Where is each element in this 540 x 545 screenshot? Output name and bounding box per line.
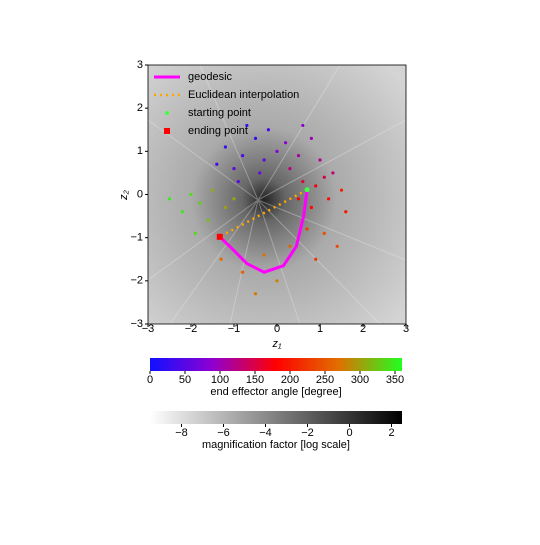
scatter-point [223, 145, 227, 149]
euclidean-line [219, 188, 308, 238]
scatter-point [253, 292, 258, 296]
y-tick-label: 2 [137, 102, 143, 114]
scatter-point [215, 162, 219, 166]
scatter-point [301, 179, 305, 184]
x-tick-label: −3 [142, 323, 155, 335]
scatter-point [327, 197, 331, 201]
scatter-point [344, 210, 348, 214]
scatter-point [193, 231, 197, 235]
legend-label: geodesic [188, 71, 233, 83]
colorbar-tick-label: 2 [388, 427, 394, 439]
scatter-point [167, 197, 172, 201]
scatter-point [339, 188, 344, 192]
scatter-point [189, 192, 193, 197]
scatter-point [314, 257, 318, 261]
scatter-point [296, 154, 301, 158]
colorbar-tick-label: 100 [211, 374, 229, 386]
colorbar-tick-label: 350 [386, 374, 404, 386]
colorbar-tick-label: −8 [175, 427, 188, 439]
scatter-point [262, 253, 266, 257]
scatter-point [275, 279, 279, 283]
x-tick-label: 2 [360, 323, 366, 335]
x-tick-label: 0 [274, 323, 280, 335]
scatter-point [288, 244, 292, 248]
x-tick-label: 3 [403, 323, 409, 335]
scatter-point [241, 270, 245, 274]
scatter-point [309, 136, 313, 140]
scatter-point [198, 201, 202, 205]
colorbar-label: end effector angle [degree] [210, 386, 341, 398]
scatter-point [275, 149, 279, 153]
colorbar-tick-label: 50 [179, 374, 191, 386]
scatter-point [335, 244, 339, 248]
y-tick-label: −2 [130, 275, 143, 287]
scatter-point [232, 167, 236, 171]
y-tick-label: 3 [137, 59, 143, 71]
legend-swatch [165, 111, 169, 115]
y-tick-label: −3 [130, 318, 143, 330]
scatter-point [284, 141, 288, 145]
scatter-point [241, 154, 245, 158]
geodesic-line [218, 189, 309, 274]
colorbar-tick-label: 200 [281, 374, 299, 386]
scatter-point [210, 188, 215, 192]
scatter-point [262, 158, 266, 162]
scatter-point [253, 136, 258, 140]
colorbar-tick-label: 300 [351, 374, 369, 386]
colorbar-tick-label: 0 [346, 427, 352, 439]
x-tick-label: −2 [185, 323, 198, 335]
legend-label: ending point [188, 125, 248, 137]
scatter-point [223, 205, 227, 210]
colorbar-tick-label: 0 [147, 374, 153, 386]
scatter-point [236, 179, 240, 184]
y-axis-label: z₂ [118, 189, 130, 201]
colorbar [150, 358, 402, 371]
scatter-point [266, 128, 270, 132]
scatter-point [331, 171, 335, 175]
end-point [216, 233, 223, 240]
legend-swatch [164, 128, 170, 134]
scatter-point [305, 227, 309, 231]
colorbar-tick-label: −6 [217, 427, 230, 439]
y-tick-label: −1 [130, 232, 143, 244]
x-axis-label: z₁ [272, 338, 283, 350]
y-tick-label: 0 [137, 188, 143, 200]
scatter-point [232, 197, 236, 201]
start-point [304, 187, 310, 193]
colorbar-tick-label: 250 [316, 374, 334, 386]
scatter-point [245, 123, 249, 128]
scatter-point [258, 171, 262, 175]
legend-label: starting point [188, 107, 251, 119]
scatter-point [219, 257, 223, 261]
scatter-point [301, 123, 305, 128]
scatter-point [322, 175, 326, 179]
scatter-point [322, 231, 326, 235]
x-tick-label: −1 [228, 323, 241, 335]
scatter-point [296, 197, 301, 201]
legend-label: Euclidean interpolation [188, 89, 299, 101]
scatter-point [180, 210, 184, 214]
scatter-point [314, 184, 318, 188]
colorbar-label: magnification factor [log scale] [202, 439, 350, 451]
colorbar-tick-label: −4 [259, 427, 272, 439]
scatter-point [288, 167, 292, 171]
scatter-point [206, 218, 210, 222]
colorbar [150, 411, 402, 424]
scatter-point [318, 158, 322, 162]
colorbar-tick-label: 150 [246, 374, 264, 386]
x-tick-label: 1 [317, 323, 323, 335]
scatter-point [309, 205, 313, 210]
colorbar-tick-label: −2 [301, 427, 314, 439]
y-tick-label: 1 [137, 145, 143, 157]
magnification-background [148, 65, 406, 324]
